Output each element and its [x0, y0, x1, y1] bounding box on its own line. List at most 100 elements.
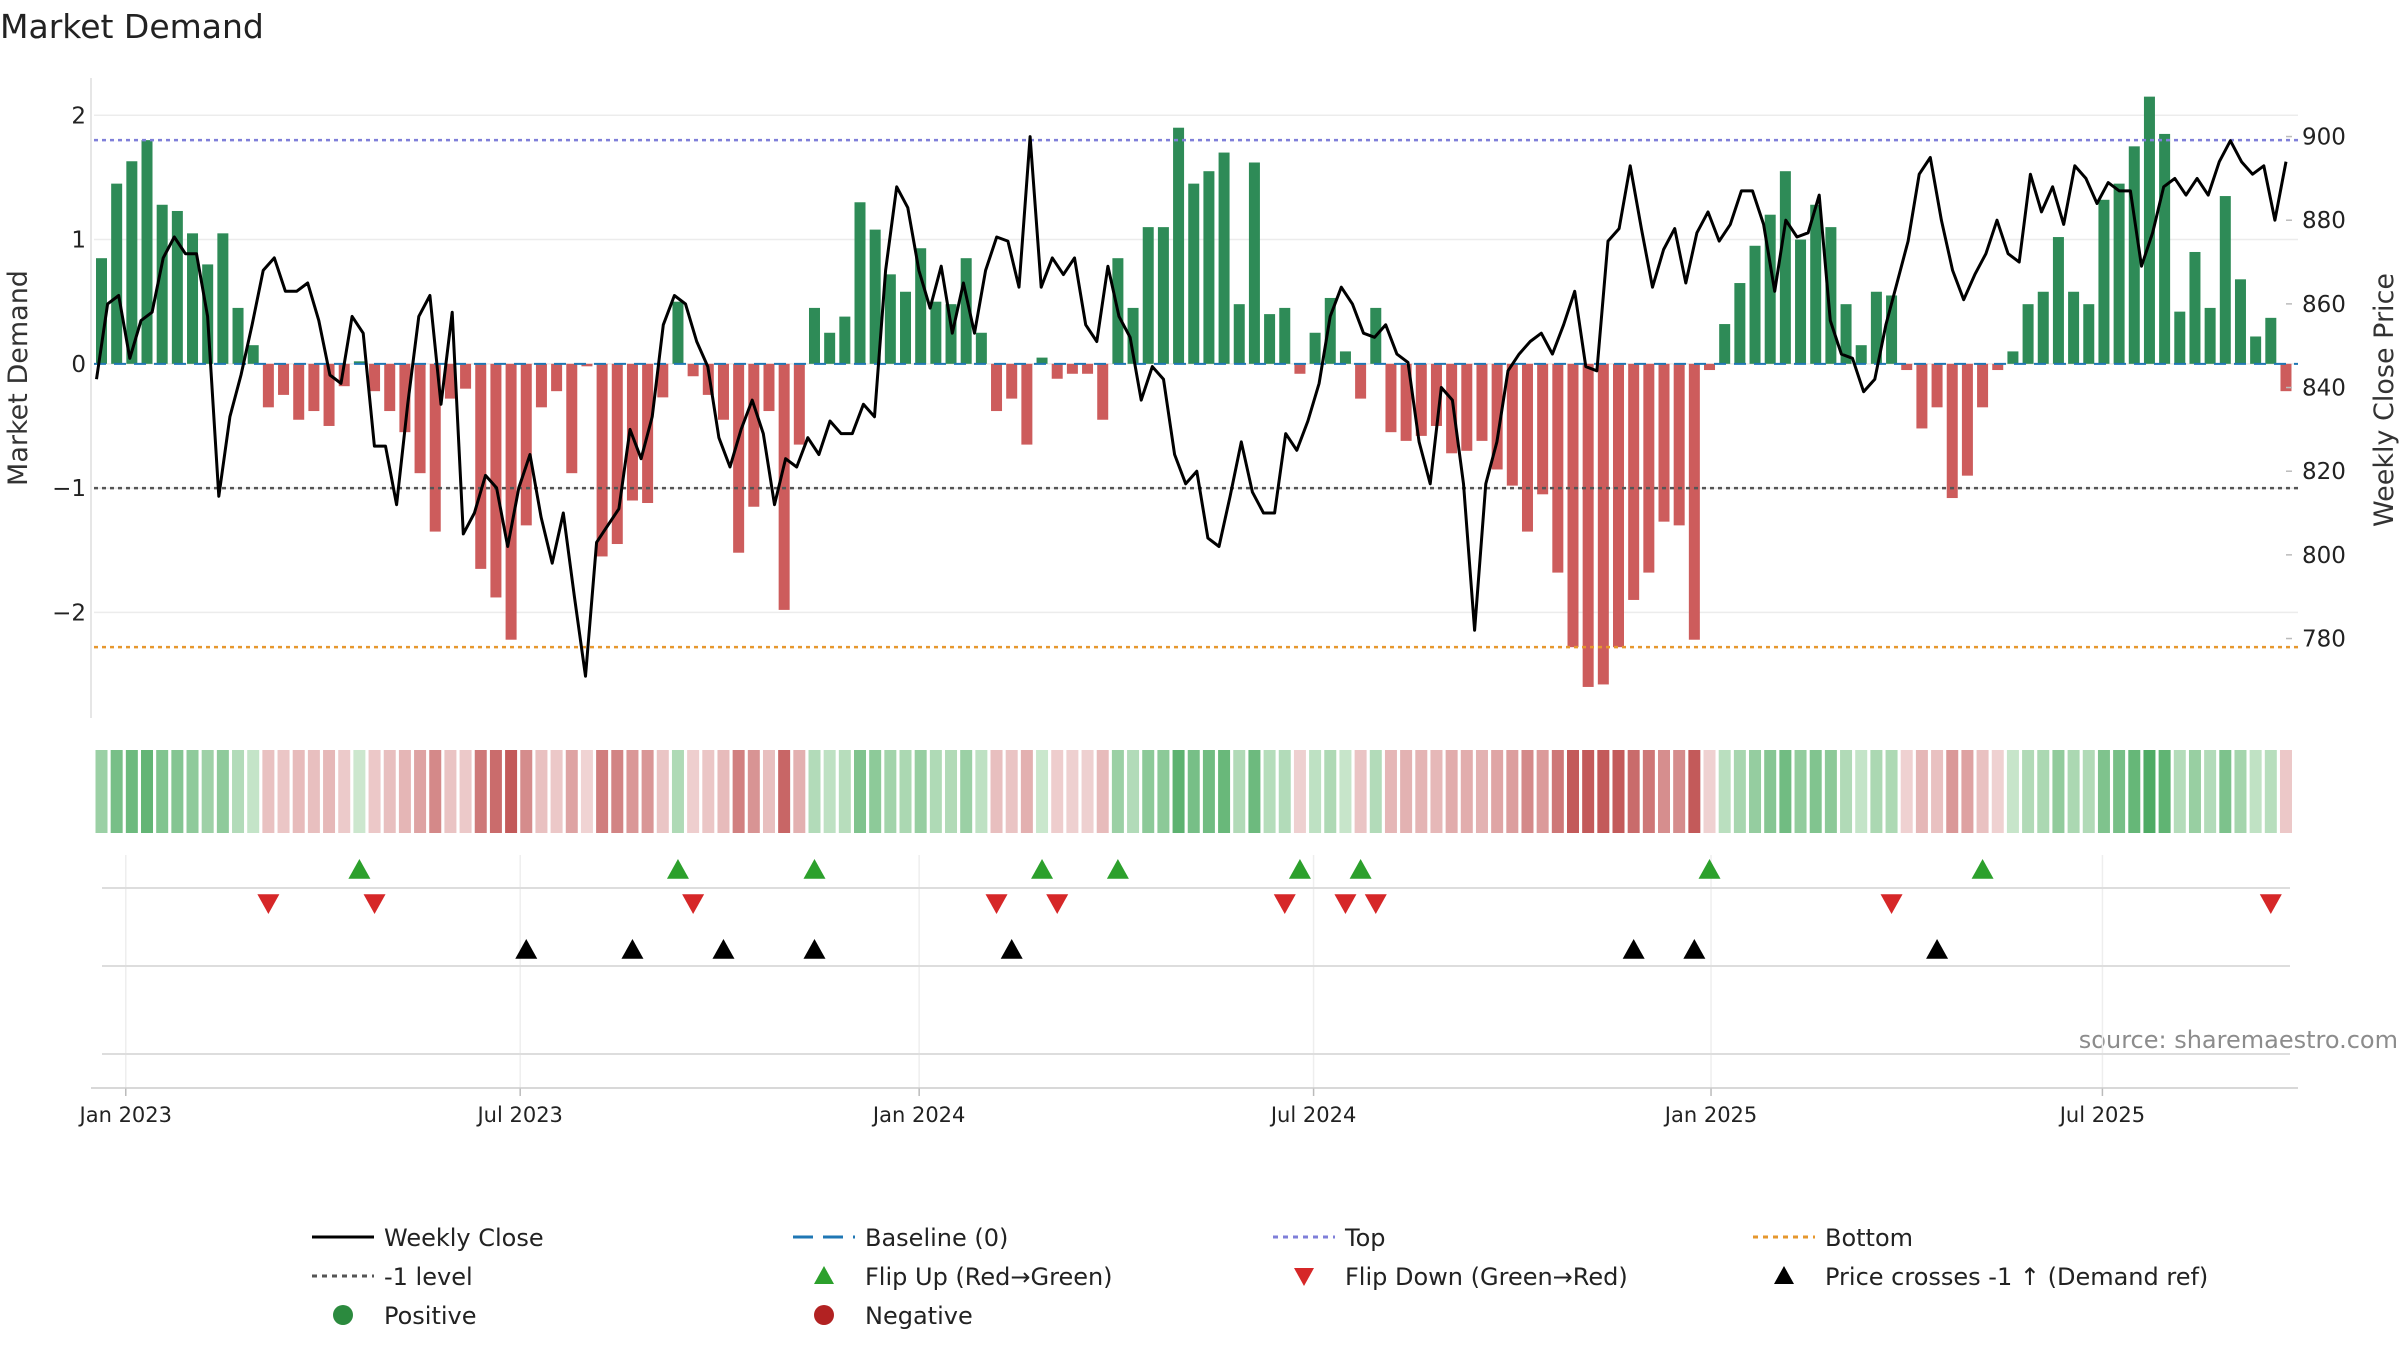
heat-cell — [1430, 750, 1443, 833]
demand-bar — [1613, 363, 1624, 648]
heat-cell — [338, 750, 351, 833]
demand-bar — [1825, 227, 1837, 364]
heat-cell — [1612, 750, 1625, 833]
axes-layer: 2 1 0 −1 −2 900 880 860 840 820 800 780 — [52, 78, 2346, 718]
demand-bar — [1643, 363, 1655, 573]
heat-cell — [1627, 750, 1640, 833]
heat-cell — [1324, 750, 1337, 833]
right-tick-label: 820 — [2302, 459, 2346, 485]
heat-cell — [1764, 750, 1777, 833]
demand-bar — [2113, 183, 2125, 364]
heat-cell — [1263, 750, 1276, 833]
demand-bar — [1264, 314, 1276, 364]
heat-cell — [535, 750, 548, 833]
demand-bar — [232, 307, 244, 364]
flip-down-marker — [363, 894, 386, 914]
demand-bar — [2250, 336, 2262, 364]
demand-bars — [96, 96, 2292, 687]
heat-cell — [1354, 750, 1367, 833]
flip-down-marker — [1273, 894, 1296, 914]
demand-bar — [187, 233, 199, 364]
heat-cell — [2022, 750, 2035, 833]
demand-bar — [1173, 127, 1185, 364]
legend-label: Flip Down (Green→Red) — [1345, 1263, 1628, 1291]
demand-bar — [1734, 283, 1746, 364]
demand-bar — [596, 363, 608, 557]
heat-cell — [2234, 750, 2247, 833]
demand-bar — [475, 363, 487, 569]
right-tick-label: 800 — [2302, 543, 2346, 569]
demand-bar — [1977, 363, 1989, 408]
heat-cell — [2113, 750, 2126, 833]
price-cross-marker — [712, 939, 735, 959]
heat-cell — [1157, 750, 1170, 833]
heat-cell — [550, 750, 563, 833]
demand-bar — [2143, 96, 2155, 364]
heat-cell — [1309, 750, 1322, 833]
demand-bar — [1491, 363, 1503, 470]
heat-cell — [945, 750, 958, 833]
heat-cell — [429, 750, 442, 833]
heat-cell — [2082, 750, 2095, 833]
heat-cell — [520, 750, 533, 833]
left-tick-label: 1 — [71, 228, 86, 254]
heat-cell — [1460, 750, 1473, 833]
heat-cell — [929, 750, 942, 833]
flip-down-marker — [1880, 894, 1903, 914]
demand-bar — [96, 258, 107, 364]
flip-down-marker — [257, 894, 280, 914]
demand-bar — [1567, 363, 1579, 648]
heat-cell — [292, 750, 305, 833]
demand-bar — [1324, 297, 1336, 364]
heat-cell — [1127, 750, 1140, 833]
price-cross-marker — [1622, 939, 1645, 959]
demand-bar — [975, 332, 987, 364]
demand-bar — [353, 361, 365, 364]
heat-cell — [232, 750, 245, 833]
heat-cell — [1202, 750, 1215, 833]
legend: Weekly Close Baseline (0) Top Bottom -1 leve… — [312, 1224, 2208, 1330]
heat-cell — [1688, 750, 1701, 833]
heat-cell — [1081, 750, 1094, 833]
demand-bar — [1476, 363, 1488, 441]
heat-cell — [1749, 750, 1762, 833]
heat-cell — [1900, 750, 1913, 833]
heat-cell — [1233, 750, 1246, 833]
heat-cell — [186, 750, 199, 833]
demand-bar — [960, 258, 972, 364]
heat-cell — [1036, 750, 1049, 833]
heat-cell — [1915, 750, 1928, 833]
heat-cell — [1445, 750, 1458, 833]
heat-cell — [414, 750, 427, 833]
demand-bar — [1036, 357, 1048, 364]
heat-cell — [216, 750, 229, 833]
weekly-close-layer — [95, 135, 2288, 678]
heat-cell — [1051, 750, 1064, 833]
flip-up-marker — [803, 859, 826, 879]
demand-bar — [1961, 363, 1973, 476]
demand-bar — [687, 363, 699, 377]
demand-bar — [1673, 363, 1685, 526]
demand-bar — [399, 363, 411, 433]
heat-cell — [1187, 750, 1200, 833]
legend-label: Top — [1344, 1224, 1386, 1252]
demand-bar — [1461, 363, 1473, 451]
demand-bar — [1097, 363, 1109, 420]
heat-cell — [869, 750, 882, 833]
left-tick-label: 2 — [71, 103, 86, 129]
heat-cell — [1946, 750, 1959, 833]
demand-bar — [2174, 311, 2186, 364]
right-tick-label: 840 — [2302, 376, 2346, 402]
legend-label: Bottom — [1825, 1224, 1913, 1252]
heat-cell — [2006, 750, 2019, 833]
heat-cell — [323, 750, 336, 833]
heat-cell — [2143, 750, 2156, 833]
flip-down-marker — [1334, 894, 1357, 914]
heat-cell — [717, 750, 730, 833]
heat-cell — [1566, 750, 1579, 833]
heat-cell — [2188, 750, 2201, 833]
demand-bar — [1537, 363, 1549, 495]
heat-cell — [580, 750, 593, 833]
price-cross-marker — [515, 939, 538, 959]
heat-cell — [307, 750, 320, 833]
